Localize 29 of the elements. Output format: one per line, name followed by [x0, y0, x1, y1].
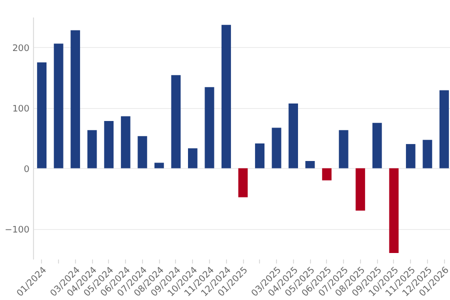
bar	[222, 24, 231, 168]
bar	[406, 144, 416, 168]
bar	[37, 62, 47, 168]
bar	[154, 162, 164, 168]
bar	[255, 143, 264, 168]
bar	[54, 44, 64, 168]
bar	[171, 75, 181, 168]
bar	[238, 168, 248, 198]
y-tick-label: 100	[12, 104, 30, 114]
bar	[204, 87, 214, 168]
bar	[138, 136, 148, 168]
bar	[188, 148, 198, 168]
bar	[322, 168, 332, 180]
bar	[356, 168, 366, 211]
bar	[422, 140, 432, 168]
bar	[70, 30, 80, 168]
bar	[372, 122, 382, 168]
bar	[439, 90, 449, 168]
y-tick-label: −100	[4, 225, 30, 236]
bar	[305, 160, 315, 168]
bar	[104, 121, 114, 168]
bar	[272, 128, 282, 168]
bar	[120, 116, 130, 168]
y-tick-label: 0	[24, 164, 30, 175]
bar	[389, 168, 399, 253]
bar	[288, 104, 298, 168]
bar	[87, 130, 97, 168]
bar	[338, 130, 348, 168]
y-tick-label: 200	[12, 44, 30, 54]
